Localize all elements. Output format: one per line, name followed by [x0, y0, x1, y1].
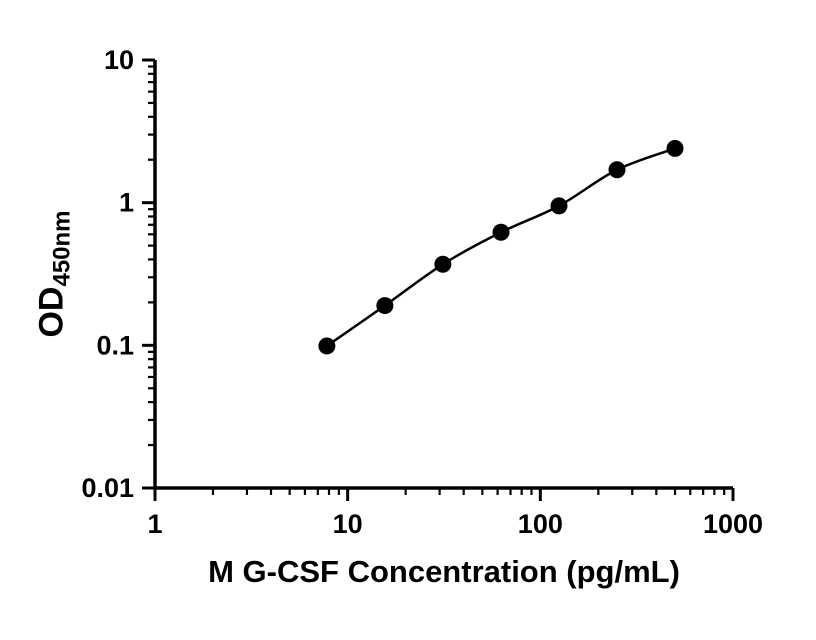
data-point	[318, 337, 336, 355]
data-point	[492, 223, 510, 241]
data-point	[376, 297, 394, 315]
y-axis-label: OD450nm	[32, 210, 76, 338]
data-point	[434, 255, 452, 273]
data-point	[666, 139, 684, 157]
x-tick-label: 10	[333, 509, 363, 539]
y-axis-label-main: OD	[32, 286, 71, 338]
x-axis-label: M G-CSF Concentration (pg/mL)	[208, 554, 680, 589]
x-tick-label: 100	[518, 509, 563, 539]
y-axis-label-subscript: 450nm	[48, 210, 76, 287]
data-point	[608, 161, 626, 179]
x-tick-label: 1	[147, 509, 162, 539]
data-point	[550, 197, 568, 215]
axes-lines	[153, 60, 733, 490]
x-tick-label: 1000	[703, 509, 763, 539]
y-tick-label: 10	[104, 45, 134, 75]
y-tick-label: 0.01	[81, 473, 134, 503]
y-tick-label: 1	[119, 188, 134, 218]
y-tick-label: 0.1	[96, 330, 134, 360]
curve-line	[326, 147, 676, 347]
